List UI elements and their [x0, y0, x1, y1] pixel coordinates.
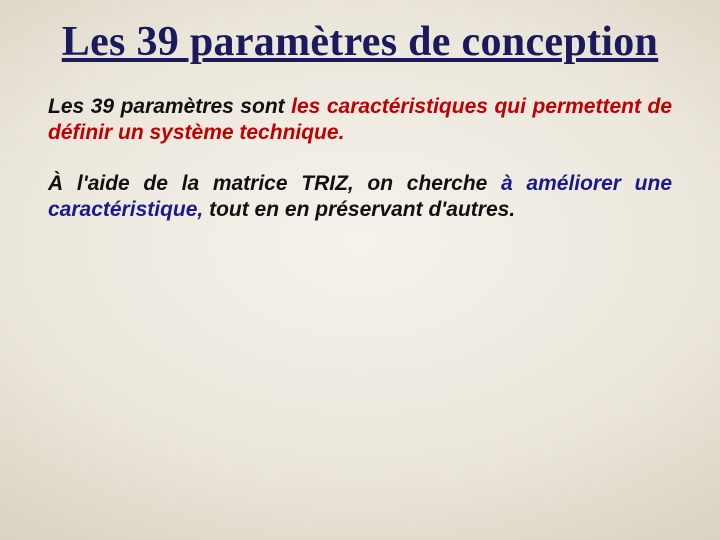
slide-container: Les 39 paramètres de conception Les 39 p…: [0, 0, 720, 223]
para2-text-a: À l'aide de la matrice TRIZ, on cherche: [48, 172, 501, 195]
paragraph-2: À l'aide de la matrice TRIZ, on cherche …: [48, 171, 672, 224]
paragraph-1: Les 39 paramètres sont les caractéristiq…: [48, 94, 672, 147]
slide-title: Les 39 paramètres de conception: [48, 18, 672, 66]
para2-text-b: tout en en préservant d'autres.: [203, 198, 515, 221]
para1-text-a: Les 39 paramètres sont: [48, 95, 291, 118]
